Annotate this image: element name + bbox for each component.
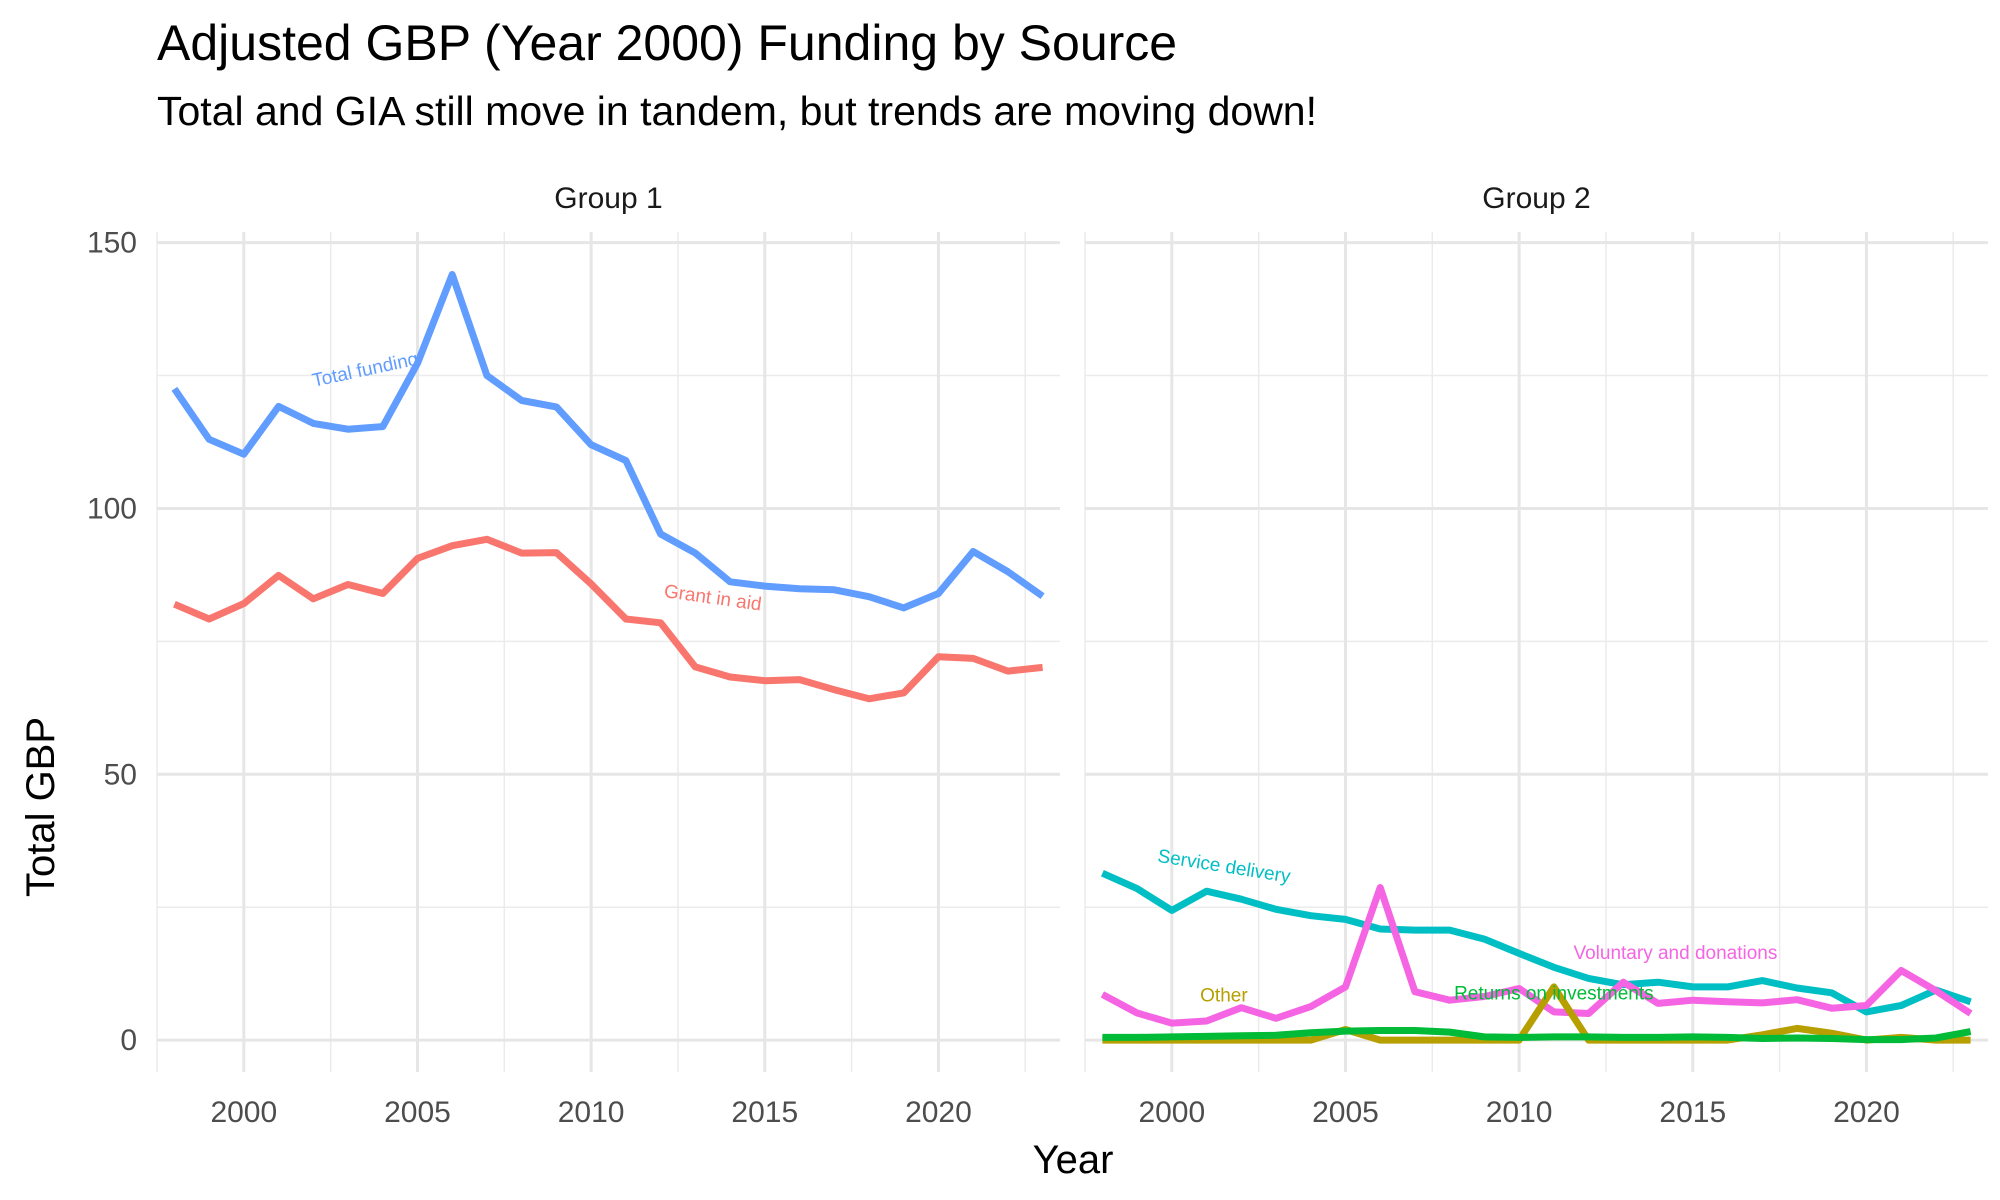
series-label-service-delivery: Service delivery: [1156, 846, 1292, 888]
x-tick-label: 2000: [1138, 1096, 1205, 1129]
x-axis-title: Year: [1033, 1138, 1114, 1182]
x-tick-label: 2010: [558, 1096, 625, 1129]
x-tick-label: 2015: [731, 1096, 798, 1129]
series-label-returns-on-investments: Returns on investments: [1454, 983, 1654, 1004]
panel-strip-label: Group 2: [1482, 182, 1590, 215]
series-line-returns-on-investments: [1102, 1027, 1972, 1044]
x-tick-label: 2020: [1833, 1096, 1900, 1129]
chart-subtitle: Total and GIA still move in tandem, but …: [157, 88, 1317, 134]
series-line-grant-in-aid: [173, 535, 1043, 703]
x-tick-label: 2010: [1486, 1096, 1553, 1129]
x-tick-label: 2020: [905, 1096, 972, 1129]
x-tick-label: 2005: [384, 1096, 451, 1129]
x-tick-label: 2000: [210, 1096, 277, 1129]
series-line-total-funding: [171, 271, 1045, 612]
series-line-other: [1102, 983, 1971, 1044]
x-tick-label: 2015: [1659, 1096, 1726, 1129]
y-tick-label: 150: [87, 227, 137, 260]
series-label-other: Other: [1200, 986, 1248, 1007]
panel-strip-label: Group 1: [554, 182, 662, 215]
y-tick-label: 0: [120, 1024, 137, 1057]
series-line-service-delivery: [1100, 870, 1972, 1016]
series-label-voluntary-and-donations: Voluntary and donations: [1573, 943, 1777, 964]
y-tick-label: 100: [87, 492, 137, 525]
y-axis-title: Total GBP: [19, 717, 63, 897]
series-line-voluntary-and-donations: [1100, 884, 1973, 1027]
panel-2: Group 2 2000 2005 2010 2015 2020 Service deliv…: [1084, 182, 1988, 1129]
y-tick-label: 50: [104, 758, 137, 791]
chart-title: Adjusted GBP (Year 2000) Funding by Sour…: [157, 15, 1178, 71]
x-tick-label: 2005: [1312, 1096, 1379, 1129]
